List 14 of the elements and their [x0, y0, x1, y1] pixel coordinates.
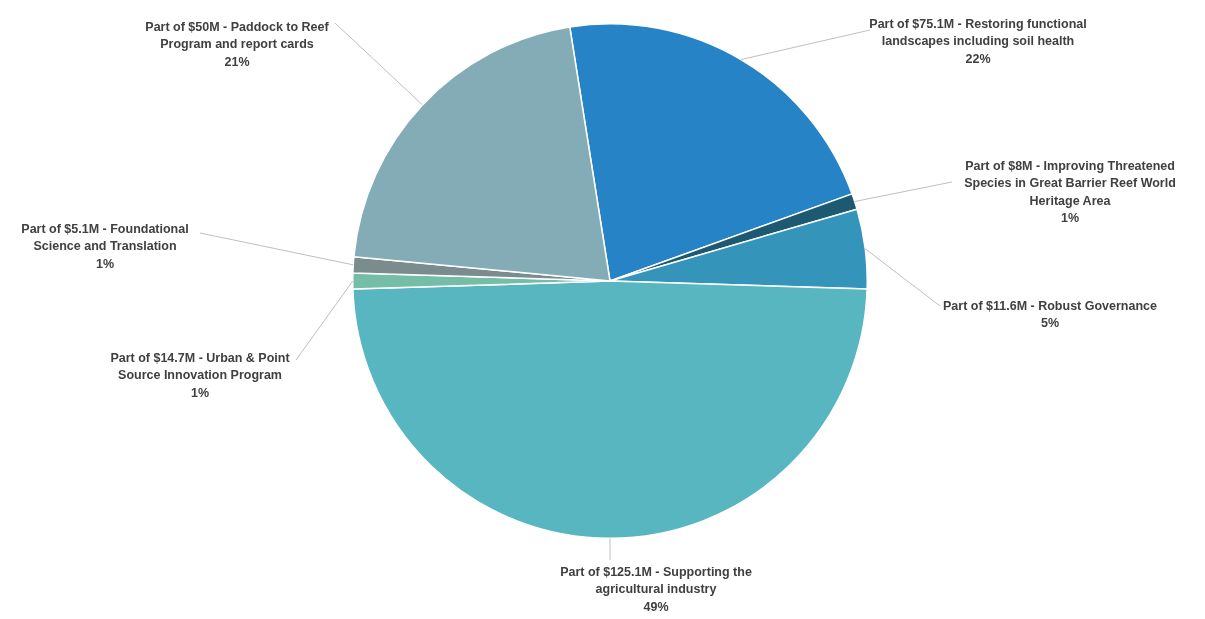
- slice-label: Part of $8M - Improving Threatened Species in Great Barrier Reef World Heritage Area: [964, 158, 1176, 208]
- data-label: 1%: [190, 385, 210, 400]
- data-label: 21%: [224, 54, 250, 69]
- slice-label: Part of $5.1M - Foundational Science and Translation: [21, 221, 189, 254]
- slice-label: Part of $125.1M - Supporting the agricultural industry: [560, 564, 752, 597]
- data-label: 49%: [643, 599, 669, 614]
- data-label: 5%: [1040, 316, 1060, 331]
- slice-label: Part of $14.7M - Urban & Point Source Innovation Program: [110, 350, 291, 383]
- slice-label: Part of $50M - Paddock to Reef Program and report cards: [145, 19, 330, 52]
- slice-label: Part of $11.6M - Robust Governance: [943, 298, 1158, 313]
- data-label: 1%: [1060, 211, 1080, 226]
- data-label: 1%: [95, 256, 115, 271]
- slice-label: Part of $75.1M - Restoring functional landscapes including soil health: [869, 16, 1087, 49]
- data-label: 22%: [965, 51, 991, 66]
